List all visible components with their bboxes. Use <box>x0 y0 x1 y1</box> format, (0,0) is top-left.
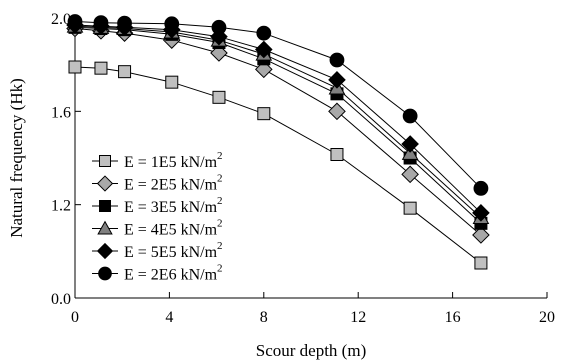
data-point <box>328 71 346 89</box>
data-point <box>472 204 490 222</box>
legend-label: E = 3E5 kN/m2 <box>124 195 223 216</box>
data-point <box>474 256 488 270</box>
legend-superscript: 2 <box>217 263 223 275</box>
legend-superscript: 2 <box>217 195 223 207</box>
data-point <box>67 14 83 29</box>
legend-item-1: E = 1E5 kN/m2 <box>92 150 223 171</box>
data-point <box>328 102 346 121</box>
data-point <box>68 60 82 74</box>
legend-marker <box>97 220 113 235</box>
data-point <box>401 135 419 153</box>
data-point <box>402 108 418 124</box>
x-tick-label: 16 <box>445 309 461 326</box>
y-tick-label: 1.6 <box>51 104 71 121</box>
data-point <box>403 201 417 215</box>
data-point <box>329 52 345 68</box>
legend-label: E = 2E5 kN/m2 <box>124 173 223 194</box>
data-point <box>212 90 226 104</box>
legend-marker <box>99 155 111 167</box>
x-tick-label: 20 <box>539 309 555 326</box>
legend: E = 1E5 kN/m2E = 2E5 kN/m2E = 3E5 kN/m2E… <box>92 150 223 284</box>
x-tick-label: 4 <box>165 309 173 326</box>
data-point <box>256 25 272 41</box>
data-point <box>257 107 271 121</box>
data-point <box>165 75 179 89</box>
y-tick-label: 0.0 <box>51 291 71 308</box>
data-point <box>473 180 489 196</box>
data-point <box>254 40 273 59</box>
legend-superscript: 2 <box>217 240 223 252</box>
legend-marker <box>99 200 111 212</box>
legend-superscript: 2 <box>217 150 223 162</box>
data-point <box>94 61 108 75</box>
legend-item-2: E = 2E5 kN/m2 <box>92 173 223 194</box>
series-6 <box>67 14 489 196</box>
data-point <box>401 165 419 184</box>
legend-marker <box>98 266 112 281</box>
series-1 <box>68 60 488 270</box>
legend-item-6: E = 2E6 kN/m2 <box>92 263 223 284</box>
y-tick-label: 2.0 <box>51 11 71 28</box>
data-point <box>93 15 109 31</box>
legend-superscript: 2 <box>217 218 223 230</box>
y-tick-label: 1.2 <box>51 198 71 215</box>
data-point <box>164 16 180 32</box>
data-point <box>330 148 344 161</box>
series-line <box>74 26 482 224</box>
legend-superscript: 2 <box>217 173 223 185</box>
legend-label: E = 4E5 kN/m2 <box>124 218 223 239</box>
x-tick-label: 8 <box>260 309 268 326</box>
x-axis-title: Scour depth (m) <box>256 341 366 360</box>
data-point <box>118 65 132 79</box>
legend-label: E = 5E5 kN/m2 <box>124 240 223 261</box>
legend-item-3: E = 3E5 kN/m2 <box>92 195 223 216</box>
series-layer <box>66 14 490 270</box>
legend-label: E = 2E6 kN/m2 <box>124 263 223 284</box>
y-axis-title: Natural frequency (Hk) <box>7 78 26 238</box>
legend-item-5: E = 5E5 kN/m2 <box>92 240 223 261</box>
x-tick-label: 0 <box>71 309 79 326</box>
data-point <box>211 19 227 35</box>
data-point <box>472 226 490 244</box>
legend-marker <box>96 175 114 192</box>
data-point <box>117 15 132 31</box>
legend-item-4: E = 4E5 kN/m2 <box>92 218 223 239</box>
legend-marker <box>96 242 114 260</box>
x-tick-label: 12 <box>350 309 366 326</box>
legend-label: E = 1E5 kN/m2 <box>124 150 223 171</box>
